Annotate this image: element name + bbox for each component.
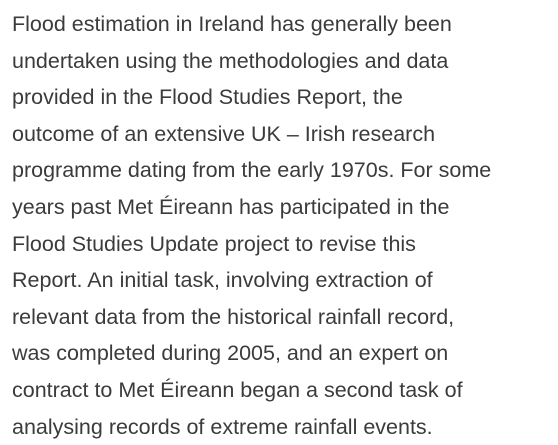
text-line: Report. An initial task, involving extra… — [12, 268, 433, 293]
text-line: outcome of an extensive UK – Irish resea… — [12, 121, 436, 146]
text-line: undertaken using the methodologies and d… — [12, 48, 449, 73]
text-line: relevant data from the historical rainfa… — [12, 304, 455, 329]
text-line: contract to Met Éireann began a second t… — [12, 377, 463, 402]
text-line: programme dating from the early 1970s. F… — [12, 158, 492, 183]
text-line: analysing records of extreme rainfall ev… — [12, 414, 433, 439]
text-line: was completed during 2005, and an expert… — [12, 341, 449, 366]
text-line: years past Met Éireann has participated … — [12, 194, 450, 219]
text-line: provided in the Flood Studies Report, th… — [12, 85, 403, 110]
text-line: Flood Studies Update project to revise t… — [12, 231, 416, 256]
text-line: Flood estimation in Ireland has generall… — [12, 12, 452, 36]
